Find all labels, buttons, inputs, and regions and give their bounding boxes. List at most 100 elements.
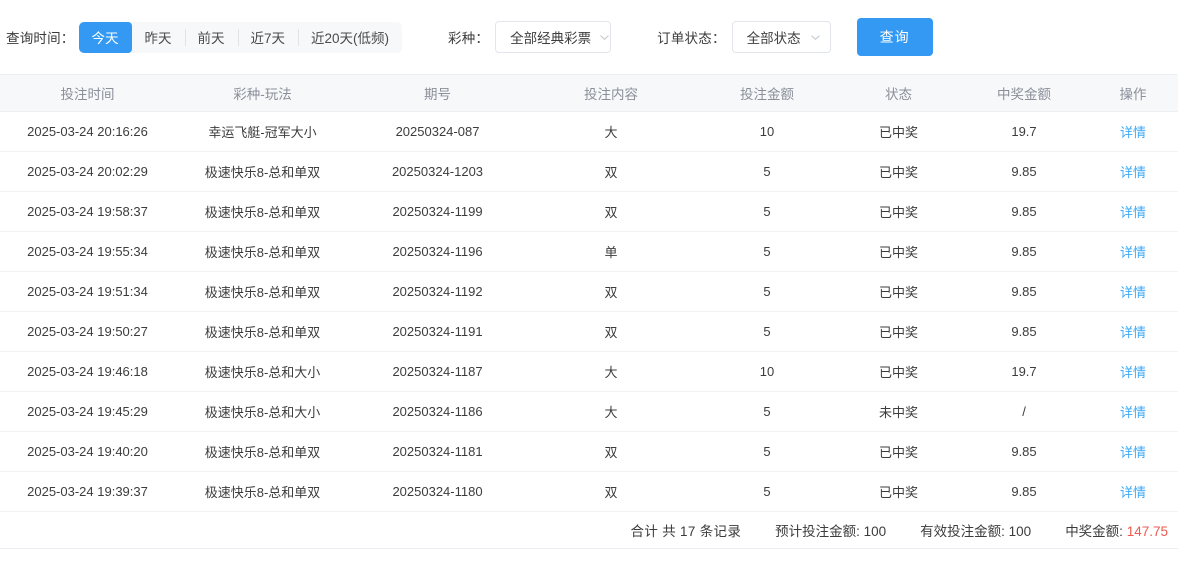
detail-link[interactable]: 详情: [1119, 405, 1146, 420]
cell-issue-number: 20250324-1187: [350, 351, 525, 392]
cell-game-play: 极速快乐8-总和单双: [175, 311, 350, 352]
table-row: 2025-03-24 20:16:26 幸运飞艇-冠军大小 20250324-087…: [0, 111, 1178, 152]
table-body: 2025-03-24 20:16:26 幸运飞艇-冠军大小 20250324-087…: [0, 111, 1178, 512]
cell-issue-number: 20250324-1181: [350, 431, 525, 472]
cell-action: 详情: [1088, 271, 1178, 312]
time-tab-2[interactable]: 前天: [184, 22, 238, 53]
cell-prize-amount: 9.85: [960, 471, 1088, 512]
detail-link[interactable]: 详情: [1119, 325, 1146, 340]
cell-status: 已中奖: [837, 471, 960, 512]
column-header-1: 彩种-玩法: [175, 74, 350, 112]
table-row: 2025-03-24 19:39:37 极速快乐8-总和单双 20250324-11…: [0, 471, 1178, 512]
cell-bet-time: 2025-03-24 19:50:27: [0, 311, 175, 352]
cell-bet-time: 2025-03-24 19:45:29: [0, 391, 175, 432]
cell-issue-number: 20250324-1191: [350, 311, 525, 352]
time-tab-4[interactable]: 近20天(低频): [298, 22, 402, 53]
column-header-2: 期号: [350, 74, 525, 112]
cell-bet-amount: 5: [697, 151, 837, 192]
cell-game-play: 极速快乐8-总和单双: [175, 471, 350, 512]
column-header-0: 投注时间: [0, 74, 175, 112]
cell-action: 详情: [1088, 111, 1178, 152]
column-header-6: 中奖金额: [960, 74, 1088, 112]
detail-link[interactable]: 详情: [1119, 485, 1146, 500]
cell-prize-amount: 9.85: [960, 271, 1088, 312]
cell-bet-content: 双: [525, 151, 697, 192]
detail-link[interactable]: 详情: [1119, 205, 1146, 220]
cell-bet-content: 双: [525, 471, 697, 512]
cell-status: 已中奖: [837, 151, 960, 192]
cell-action: 详情: [1088, 231, 1178, 272]
cell-bet-content: 双: [525, 311, 697, 352]
column-header-4: 投注金额: [697, 74, 837, 112]
lottery-type-select[interactable]: 全部经典彩票: [495, 21, 612, 53]
chevron-down-icon: [599, 32, 610, 43]
table-row: 2025-03-24 19:50:27 极速快乐8-总和单双 20250324-11…: [0, 311, 1178, 352]
cell-issue-number: 20250324-1196: [350, 231, 525, 272]
cell-prize-amount: 9.85: [960, 191, 1088, 232]
cell-bet-content: 双: [525, 431, 697, 472]
cell-game-play: 幸运飞艇-冠军大小: [175, 111, 350, 152]
cell-status: 已中奖: [837, 111, 960, 152]
column-header-7: 操作: [1088, 74, 1178, 112]
detail-link[interactable]: 详情: [1119, 125, 1146, 140]
cell-prize-amount: 9.85: [960, 431, 1088, 472]
cell-bet-time: 2025-03-24 19:55:34: [0, 231, 175, 272]
time-tab-0[interactable]: 今天: [78, 21, 132, 53]
cell-game-play: 极速快乐8-总和单双: [175, 151, 350, 192]
time-tab-1[interactable]: 昨天: [132, 22, 185, 53]
summary-valid-amount: 有效投注金额: 100: [920, 524, 1032, 539]
cell-game-play: 极速快乐8-总和大小: [175, 391, 350, 432]
detail-link[interactable]: 详情: [1119, 165, 1146, 180]
cell-bet-time: 2025-03-24 19:51:34: [0, 271, 175, 312]
cell-bet-amount: 5: [697, 391, 837, 432]
cell-action: 详情: [1088, 311, 1178, 352]
query-button[interactable]: 查询: [856, 18, 933, 56]
cell-bet-amount: 5: [697, 231, 837, 272]
cell-bet-time: 2025-03-24 20:02:29: [0, 151, 175, 192]
cell-bet-content: 单: [525, 231, 697, 272]
table-row: 2025-03-24 19:45:29 极速快乐8-总和大小 20250324-11…: [0, 391, 1178, 432]
cell-issue-number: 20250324-1192: [350, 271, 525, 312]
cell-bet-amount: 5: [697, 311, 837, 352]
lottery-type-value: 全部经典彩票: [510, 31, 592, 46]
table-header-row: 投注时间 彩种-玩法 期号 投注内容 投注金额 状态 中奖金额 操作: [0, 74, 1178, 112]
order-status-select[interactable]: 全部状态: [731, 21, 831, 53]
cell-game-play: 极速快乐8-总和单双: [175, 231, 350, 272]
cell-status: 已中奖: [837, 231, 960, 272]
cell-status: 已中奖: [837, 311, 960, 352]
records-table-container: 投注时间 彩种-玩法 期号 投注内容 投注金额 状态 中奖金额 操作 2025-03-24 2…: [0, 74, 1178, 512]
time-tab-3[interactable]: 近7天: [237, 22, 299, 53]
cell-game-play: 极速快乐8-总和单双: [175, 271, 350, 312]
cell-bet-amount: 5: [697, 431, 837, 472]
cell-issue-number: 20250324-1180: [350, 471, 525, 512]
cell-status: 已中奖: [837, 351, 960, 392]
time-range-tab-group[interactable]: 今天 昨天 前天 近7天 近20天(低频): [78, 21, 403, 53]
cell-issue-number: 20250324-1203: [350, 151, 525, 192]
cell-bet-time: 2025-03-24 19:40:20: [0, 431, 175, 472]
summary-prize-amount: 中奖金额: 147.75: [1065, 520, 1168, 540]
table-row: 2025-03-24 19:58:37 极速快乐8-总和单双 20250324-11…: [0, 191, 1178, 232]
table-head: 投注时间 彩种-玩法 期号 投注内容 投注金额 状态 中奖金额 操作: [0, 74, 1178, 112]
cell-issue-number: 20250324-1186: [350, 391, 525, 432]
cell-status: 未中奖: [837, 391, 960, 432]
cell-bet-amount: 10: [697, 351, 837, 392]
cell-bet-content: 大: [525, 111, 697, 152]
detail-link[interactable]: 详情: [1119, 365, 1146, 380]
detail-link[interactable]: 详情: [1119, 285, 1146, 300]
summary-expected-amount: 预计投注金额: 100: [775, 524, 887, 539]
cell-bet-amount: 5: [697, 471, 837, 512]
bet-records-table: 投注时间 彩种-玩法 期号 投注内容 投注金额 状态 中奖金额 操作 2025-03-24 2…: [0, 74, 1178, 512]
cell-game-play: 极速快乐8-总和大小: [175, 351, 350, 392]
table-row: 2025-03-24 19:51:34 极速快乐8-总和单双 20250324-11…: [0, 271, 1178, 312]
chevron-down-icon: [810, 32, 821, 43]
detail-link[interactable]: 详情: [1119, 445, 1146, 460]
table-row: 2025-03-24 19:46:18 极速快乐8-总和大小 20250324-11…: [0, 351, 1178, 392]
cell-bet-content: 双: [525, 191, 697, 232]
cell-status: 已中奖: [837, 191, 960, 232]
detail-link[interactable]: 详情: [1119, 245, 1146, 260]
cell-prize-amount: 19.7: [960, 351, 1088, 392]
cell-prize-amount: 9.85: [960, 231, 1088, 272]
table-row: 2025-03-24 19:40:20 极速快乐8-总和单双 20250324-11…: [0, 431, 1178, 472]
cell-status: 已中奖: [837, 431, 960, 472]
cell-bet-amount: 5: [697, 191, 837, 232]
